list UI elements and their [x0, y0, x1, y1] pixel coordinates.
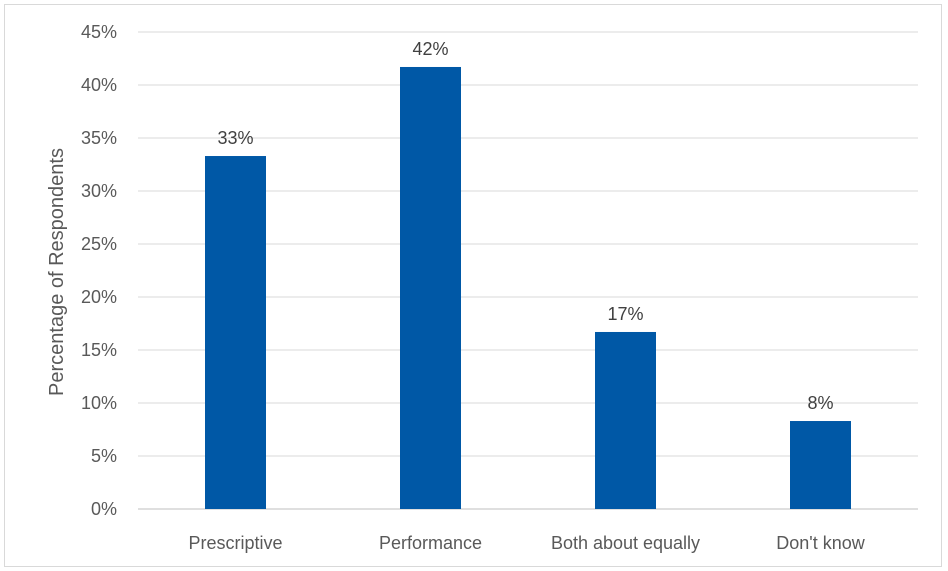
x-tick-label: Both about equally	[551, 533, 700, 553]
y-tick-label: 35%	[81, 128, 117, 148]
y-tick-label: 5%	[91, 446, 117, 466]
y-tick-label: 40%	[81, 75, 117, 95]
data-label: 17%	[607, 304, 643, 324]
data-labels: 33% 42% 17% 8%	[217, 39, 833, 413]
x-tick-label: Performance	[379, 533, 482, 553]
chart-frame	[4, 4, 942, 567]
bar	[790, 421, 851, 509]
y-axis-ticks: 0% 5% 10% 15% 20% 25% 30% 35% 40% 45%	[81, 22, 117, 519]
y-tick-label: 45%	[81, 22, 117, 42]
x-tick-label: Don't know	[776, 533, 865, 553]
bar	[400, 66, 461, 509]
x-tick-label: Prescriptive	[188, 533, 282, 553]
y-tick-label: 30%	[81, 181, 117, 201]
bar	[595, 331, 656, 509]
y-axis-title: Percentage of Respondents	[46, 148, 68, 396]
x-axis-ticks: Prescriptive Performance Both about equall…	[188, 533, 865, 553]
y-tick-label: 0%	[91, 499, 117, 519]
data-label: 33%	[217, 128, 253, 148]
y-tick-label: 25%	[81, 234, 117, 254]
y-tick-label: 15%	[81, 340, 117, 360]
y-tick-label: 20%	[81, 287, 117, 307]
bars	[205, 66, 851, 509]
gridlines	[138, 31, 918, 510]
bar	[205, 156, 266, 509]
data-label: 42%	[412, 39, 448, 59]
y-tick-label: 10%	[81, 393, 117, 413]
data-label: 8%	[807, 393, 833, 413]
